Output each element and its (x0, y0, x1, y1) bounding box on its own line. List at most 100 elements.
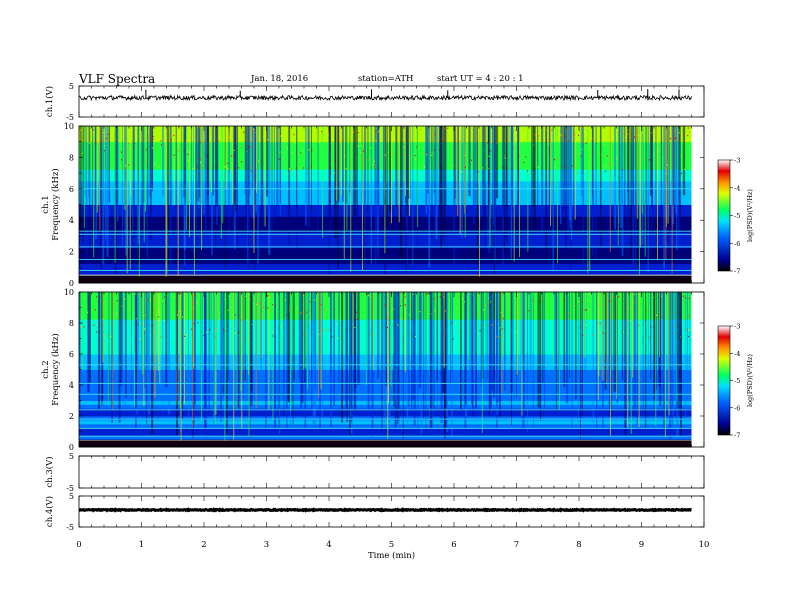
spectrogram-speck (412, 293, 414, 296)
spectrogram-band (79, 427, 692, 432)
spectrogram-speck (455, 323, 457, 325)
spectrogram-spike (671, 126, 673, 274)
spectrogram-streak (529, 292, 532, 395)
spectrogram-speck (323, 309, 325, 311)
spectrogram-speck (546, 129, 548, 131)
spectrogram-speck (516, 330, 518, 333)
spectrogram-streak (433, 126, 435, 194)
spectrogram-speck (580, 155, 582, 157)
spectrogram-streak (672, 292, 673, 425)
spectrogram-speck (574, 133, 576, 136)
spectrogram-streak (554, 292, 557, 380)
spectrogram-speck (384, 154, 386, 156)
spectrogram-streak (647, 292, 649, 391)
spectrogram-speck (135, 318, 137, 320)
spectrogram-speck (129, 321, 131, 323)
x-tick-label: 3 (264, 540, 269, 550)
spectrogram-speck (499, 327, 501, 329)
spectrogram-spike (255, 292, 257, 409)
spectrogram-speck (309, 166, 311, 168)
spectrogram-streak (367, 126, 369, 212)
spectrogram-speck (492, 323, 494, 325)
spectrogram-streak (304, 292, 306, 383)
spectrogram-speck (465, 166, 467, 168)
spectrogram-speck (300, 152, 302, 154)
spectrogram-spike (142, 292, 144, 375)
spectrogram-streak (482, 126, 486, 223)
spectrogram-speck (256, 303, 258, 305)
spectrogram-speck (687, 315, 689, 317)
spectrogram-speck (252, 128, 254, 130)
spectrogram-streak (645, 126, 647, 250)
spectrogram-speck (576, 172, 578, 174)
spectrogram-spike (176, 292, 178, 406)
spectrogram-spike (521, 292, 523, 416)
spectrogram-speck (653, 296, 655, 298)
spectrogram-speck (284, 299, 286, 301)
spectrogram-streak (102, 126, 105, 265)
y-tick-label: 8 (69, 153, 74, 162)
spectrogram-speck (329, 146, 331, 148)
spectrogram-spike (320, 292, 322, 390)
spectrogram-speck (250, 128, 252, 131)
spectrogram-speck (246, 151, 248, 153)
spectrogram-speck (479, 330, 481, 332)
spectrogram-speck (484, 325, 486, 327)
spectrogram-speck (368, 295, 370, 297)
spectrogram-streak (307, 126, 310, 228)
spectrogram-speck (500, 320, 502, 322)
spectrogram-speck (401, 318, 403, 320)
spectrogram-speck (504, 157, 506, 159)
spectrogram-streak (630, 126, 632, 256)
x-axis-label: Time (min) (368, 550, 415, 561)
spectrogram-speck (414, 154, 416, 157)
spectrogram-streak (345, 126, 348, 205)
spectrogram-speck (200, 161, 202, 164)
spectrogram-speck (128, 142, 130, 144)
spectrogram-spike (304, 292, 306, 369)
spectrogram-streak (471, 292, 474, 411)
spectrogram-streak (419, 292, 422, 389)
spectrogram-speck (369, 295, 371, 297)
spectrogram-spike (617, 126, 619, 246)
spectrogram-speck (499, 336, 501, 338)
spectrogram-streak (599, 126, 602, 248)
spectrogram-speck (525, 156, 527, 158)
ch2-spectrogram-colorbar (717, 325, 731, 436)
spectrogram-spike (114, 126, 116, 263)
narrowband-line (79, 364, 692, 366)
spectrogram-spike (154, 292, 156, 399)
spectrogram-speck (628, 307, 630, 310)
spectrogram-speck (585, 324, 587, 326)
spectrogram-speck (227, 168, 229, 170)
spectrogram-speck (352, 131, 354, 133)
spectrogram-streak (682, 126, 686, 196)
spectrogram-streak (118, 292, 121, 423)
spectrogram-spike (165, 126, 167, 280)
spectrogram-streak (381, 292, 383, 432)
spectrogram-spike (365, 292, 367, 386)
spectrogram-speck (281, 327, 283, 329)
spectrogram-streak (262, 126, 264, 245)
spectrogram-spike (232, 126, 234, 205)
spectrogram-streak (577, 292, 579, 423)
spectrogram-spike (119, 126, 121, 201)
spectrogram-streak (624, 126, 626, 236)
spectrogram-streak (560, 126, 562, 226)
spectrogram-streak (182, 292, 184, 390)
spectrogram-speck (229, 306, 231, 309)
spectrogram-streak (495, 126, 497, 226)
spectrogram-spike (318, 292, 320, 399)
spectrogram-spike (667, 126, 669, 224)
spectrogram-streak (493, 126, 495, 275)
spectrogram-streak (565, 292, 569, 404)
spectrogram-streak (521, 292, 524, 398)
spectrogram-spike (215, 292, 217, 415)
spectrogram-speck (394, 316, 396, 318)
spectrogram-spike (352, 292, 354, 355)
spectrogram-speck (534, 134, 536, 136)
spectrogram-speck (243, 131, 245, 133)
spectrogram-speck (93, 324, 95, 326)
spectrogram-speck (291, 169, 293, 171)
spectrogram-spike (550, 126, 552, 226)
